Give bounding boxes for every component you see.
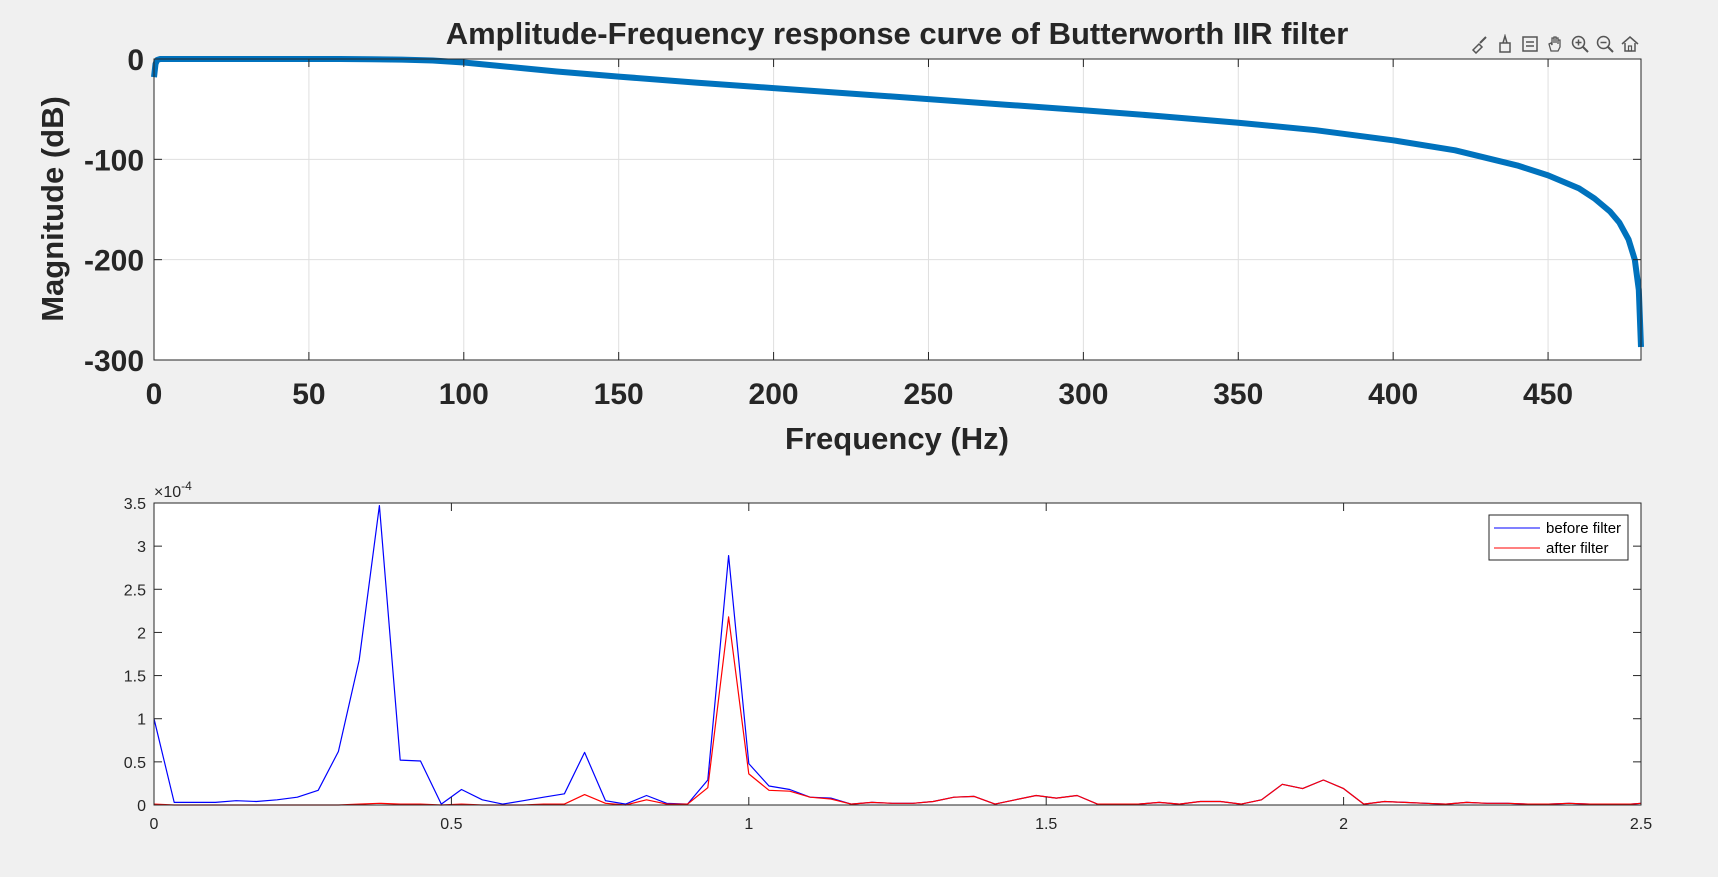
- top-x-tick-label: 150: [594, 378, 644, 411]
- legend[interactable]: before filter after filter: [1488, 514, 1629, 561]
- top-x-tick-label: 400: [1368, 378, 1418, 411]
- bottom-x-tick-label: 0.5: [440, 816, 462, 833]
- top-ticks: 0 50 100 150 200 250 300 350 400 450 0 -100 -200 -300: [84, 44, 1641, 411]
- bottom-y-tick-label: 3.5: [124, 496, 146, 513]
- bottom-ticks: 0 0.5 1 1.5 2 2.5 0 0.5 1 1.5 2 2.5 3 3.5: [124, 496, 1652, 833]
- top-axes-background[interactable]: [154, 59, 1641, 360]
- bottom-x-tick-label: 1: [744, 816, 753, 833]
- top-y-tick-label: 0: [127, 44, 144, 77]
- after-filter-line[interactable]: [153, 616, 1642, 806]
- bottom-axes-background[interactable]: [154, 503, 1641, 805]
- top-x-tick-label: 0: [146, 378, 163, 411]
- bottom-y-tick-label: 1: [137, 712, 146, 729]
- top-y-tick-label: -300: [84, 345, 144, 378]
- bottom-y-tick-label: 2: [137, 625, 146, 642]
- top-y-axis-label: Magnitude (dB): [35, 96, 70, 322]
- legend-label-after: after filter: [1546, 540, 1609, 557]
- bottom-plot-area: [153, 505, 1642, 806]
- top-x-tick-label: 350: [1213, 378, 1263, 411]
- bottom-x-tick-label: 2.5: [1630, 816, 1652, 833]
- y-exponent-label: ×10-4: [154, 479, 192, 501]
- legend-icon[interactable]: [1518, 32, 1541, 56]
- bottom-y-tick-label: 0.5: [124, 755, 146, 772]
- bottom-y-tick-label: 0: [137, 798, 146, 815]
- bottom-y-tick-label: 1.5: [124, 669, 146, 686]
- pan-icon[interactable]: [1543, 32, 1566, 56]
- axes-toolbar: [1468, 32, 1641, 56]
- brush-icon[interactable]: [1468, 32, 1491, 56]
- top-y-tick-label: -200: [84, 245, 144, 278]
- bottom-x-tick-label: 2: [1339, 816, 1348, 833]
- legend-label-before: before filter: [1546, 520, 1621, 537]
- home-icon[interactable]: [1618, 32, 1641, 56]
- top-x-tick-label: 300: [1058, 378, 1108, 411]
- top-chart-title: Amplitude-Frequency response curve of Bu…: [446, 16, 1349, 51]
- bottom-y-tick-label: 3: [137, 539, 146, 556]
- zoom-in-icon[interactable]: [1568, 32, 1591, 56]
- top-y-tick-label: -100: [84, 144, 144, 177]
- top-x-tick-label: 450: [1523, 378, 1573, 411]
- bottom-axes-box: [153, 502, 1642, 806]
- bottom-y-tick-label: 2.5: [124, 582, 146, 599]
- top-x-tick-label: 50: [292, 378, 325, 411]
- top-x-tick-label: 200: [749, 378, 799, 411]
- bottom-x-tick-label: 0: [150, 816, 159, 833]
- bottom-x-tick-label: 1.5: [1035, 816, 1057, 833]
- data-tip-icon[interactable]: [1493, 32, 1516, 56]
- top-x-axis-label: Frequency (Hz): [785, 421, 1009, 456]
- top-axes-box: [153, 58, 1642, 361]
- top-x-tick-label: 250: [903, 378, 953, 411]
- top-x-tick-label: 100: [439, 378, 489, 411]
- zoom-out-icon[interactable]: [1593, 32, 1616, 56]
- legend-box: [1488, 514, 1629, 561]
